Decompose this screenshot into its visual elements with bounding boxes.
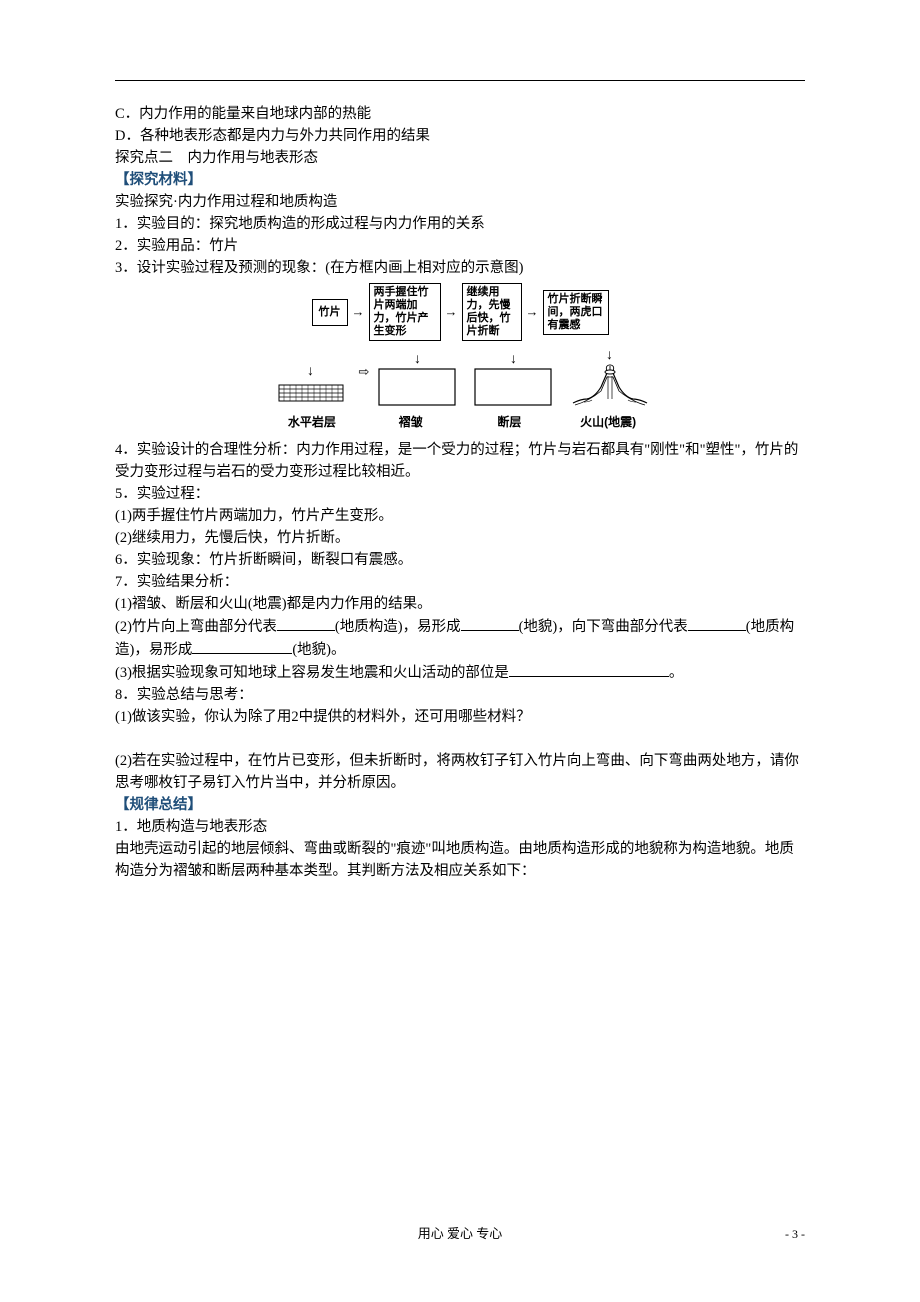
illustration-volcano: ↓ bbox=[562, 349, 658, 407]
down-arrow-icon: ↓ bbox=[307, 367, 314, 377]
material-subtitle: 实验探究·内力作用过程和地质构造 bbox=[115, 191, 805, 213]
text-fragment: (地质构造)，易形成 bbox=[335, 619, 461, 635]
step-5: 5．实验过程： bbox=[115, 483, 805, 505]
step-4: 4．实验设计的合理性分析：内力作用过程，是一个受力的过程；竹片与岩石都具有"刚性… bbox=[115, 439, 805, 483]
label-volcano: 火山(地震) bbox=[559, 411, 658, 433]
volcano-svg bbox=[569, 363, 651, 407]
illustration-row: ↓ ⇨ bbox=[263, 347, 658, 407]
step-7-3: (3)根据实验现象可知地球上容易发生地震和火山活动的部位是 。 bbox=[115, 661, 805, 684]
flat-layers-svg bbox=[276, 379, 346, 407]
step-8-1: (1)做该实验，你认为除了用2中提供的材料外，还可用哪些材料？ bbox=[115, 706, 805, 728]
label-flat: 水平岩层 bbox=[263, 411, 362, 433]
fold-placeholder-svg bbox=[377, 367, 457, 407]
rule-1-body: 由地壳运动引起的地层倾斜、弯曲或断裂的"痕迹"叫地质构造。由地质构造形成的地貌称… bbox=[115, 838, 805, 882]
illustration-flat-layers: ↓ bbox=[263, 365, 359, 407]
arrow-icon: ⇨ bbox=[359, 361, 370, 383]
label-fault: 断层 bbox=[460, 411, 559, 433]
material-label: 【探究材料】 bbox=[115, 169, 805, 191]
blank-line bbox=[115, 728, 805, 750]
flow-box-2: 两手握住竹片两端加力，竹片产生变形 bbox=[369, 283, 441, 341]
text-fragment: (地貌)，向下弯曲部分代表 bbox=[519, 619, 688, 635]
text-fragment: (地貌)。 bbox=[292, 642, 345, 658]
step-7-1: (1)褶皱、断层和火山(地震)都是内力作用的结果。 bbox=[115, 593, 805, 615]
experiment-diagram: 竹片 → 两手握住竹片两端加力，竹片产生变形 → 继续用力，先慢后快，竹片折断 … bbox=[263, 283, 658, 433]
option-d: D．各种地表形态都是内力与外力共同作用的结果 bbox=[115, 125, 805, 147]
document-body: C．内力作用的能量来自地球内部的热能 D．各种地表形态都是内力与外力共同作用的结… bbox=[115, 103, 805, 882]
fault-placeholder-svg bbox=[473, 367, 553, 407]
illustration-fold: ↓ bbox=[369, 353, 465, 407]
text-fragment: (3)根据实验现象可知地球上容易发生地震和火山活动的部位是 bbox=[115, 665, 509, 681]
step-7: 7．实验结果分析： bbox=[115, 571, 805, 593]
blank-field bbox=[688, 615, 746, 631]
step-8-2: (2)若在实验过程中，在竹片已变形，但未折断时，将两枚钉子钉入竹片向上弯曲、向下… bbox=[115, 750, 805, 794]
text-fragment: (2)竹片向上弯曲部分代表 bbox=[115, 619, 277, 635]
rule-1: 1．地质构造与地表形态 bbox=[115, 816, 805, 838]
flow-box-3: 继续用力，先慢后快，竹片折断 bbox=[462, 283, 522, 341]
illustration-fault: ↓ bbox=[465, 353, 561, 407]
down-arrow-icon: ↓ bbox=[414, 355, 421, 365]
horizontal-rule bbox=[115, 80, 805, 81]
step-1: 1．实验目的：探究地质构造的形成过程与内力作用的关系 bbox=[115, 213, 805, 235]
section-title: 探究点二 内力作用与地表形态 bbox=[115, 147, 805, 169]
step-7-2: (2)竹片向上弯曲部分代表(地质构造)，易形成(地貌)，向下弯曲部分代表(地质构… bbox=[115, 615, 805, 661]
flow-box-1: 竹片 bbox=[312, 299, 348, 326]
down-arrow-icon: ↓ bbox=[606, 351, 613, 361]
step-8: 8．实验总结与思考： bbox=[115, 684, 805, 706]
arrow-icon: → bbox=[445, 301, 458, 323]
option-c: C．内力作用的能量来自地球内部的热能 bbox=[115, 103, 805, 125]
down-arrow-icon: ↓ bbox=[510, 355, 517, 365]
arrow-icon: → bbox=[352, 301, 365, 323]
blank-field bbox=[192, 638, 292, 654]
arrow-icon: → bbox=[526, 301, 539, 323]
blank-field bbox=[461, 615, 519, 631]
page-number: - 3 - bbox=[785, 1227, 805, 1242]
text-fragment: 。 bbox=[669, 665, 684, 681]
step-5-2: (2)继续用力，先慢后快，竹片折断。 bbox=[115, 527, 805, 549]
blank-field bbox=[509, 661, 669, 677]
step-5-1: (1)两手握住竹片两端加力，竹片产生变形。 bbox=[115, 505, 805, 527]
page-footer: 用心 爱心 专心 bbox=[0, 1223, 920, 1242]
rule-label: 【规律总结】 bbox=[115, 794, 805, 816]
label-fold: 褶皱 bbox=[361, 411, 460, 433]
flow-box-4: 竹片折断瞬间，两虎口有震感 bbox=[543, 290, 609, 335]
step-3: 3．设计实验过程及预测的现象：(在方框内画上相对应的示意图) bbox=[115, 257, 805, 279]
step-6: 6．实验现象：竹片折断瞬间，断裂口有震感。 bbox=[115, 549, 805, 571]
blank-field bbox=[277, 615, 335, 631]
step-2: 2．实验用品：竹片 bbox=[115, 235, 805, 257]
diagram-labels: 水平岩层 褶皱 断层 火山(地震) bbox=[263, 411, 658, 433]
flow-row: 竹片 → 两手握住竹片两端加力，竹片产生变形 → 继续用力，先慢后快，竹片折断 … bbox=[263, 283, 658, 341]
